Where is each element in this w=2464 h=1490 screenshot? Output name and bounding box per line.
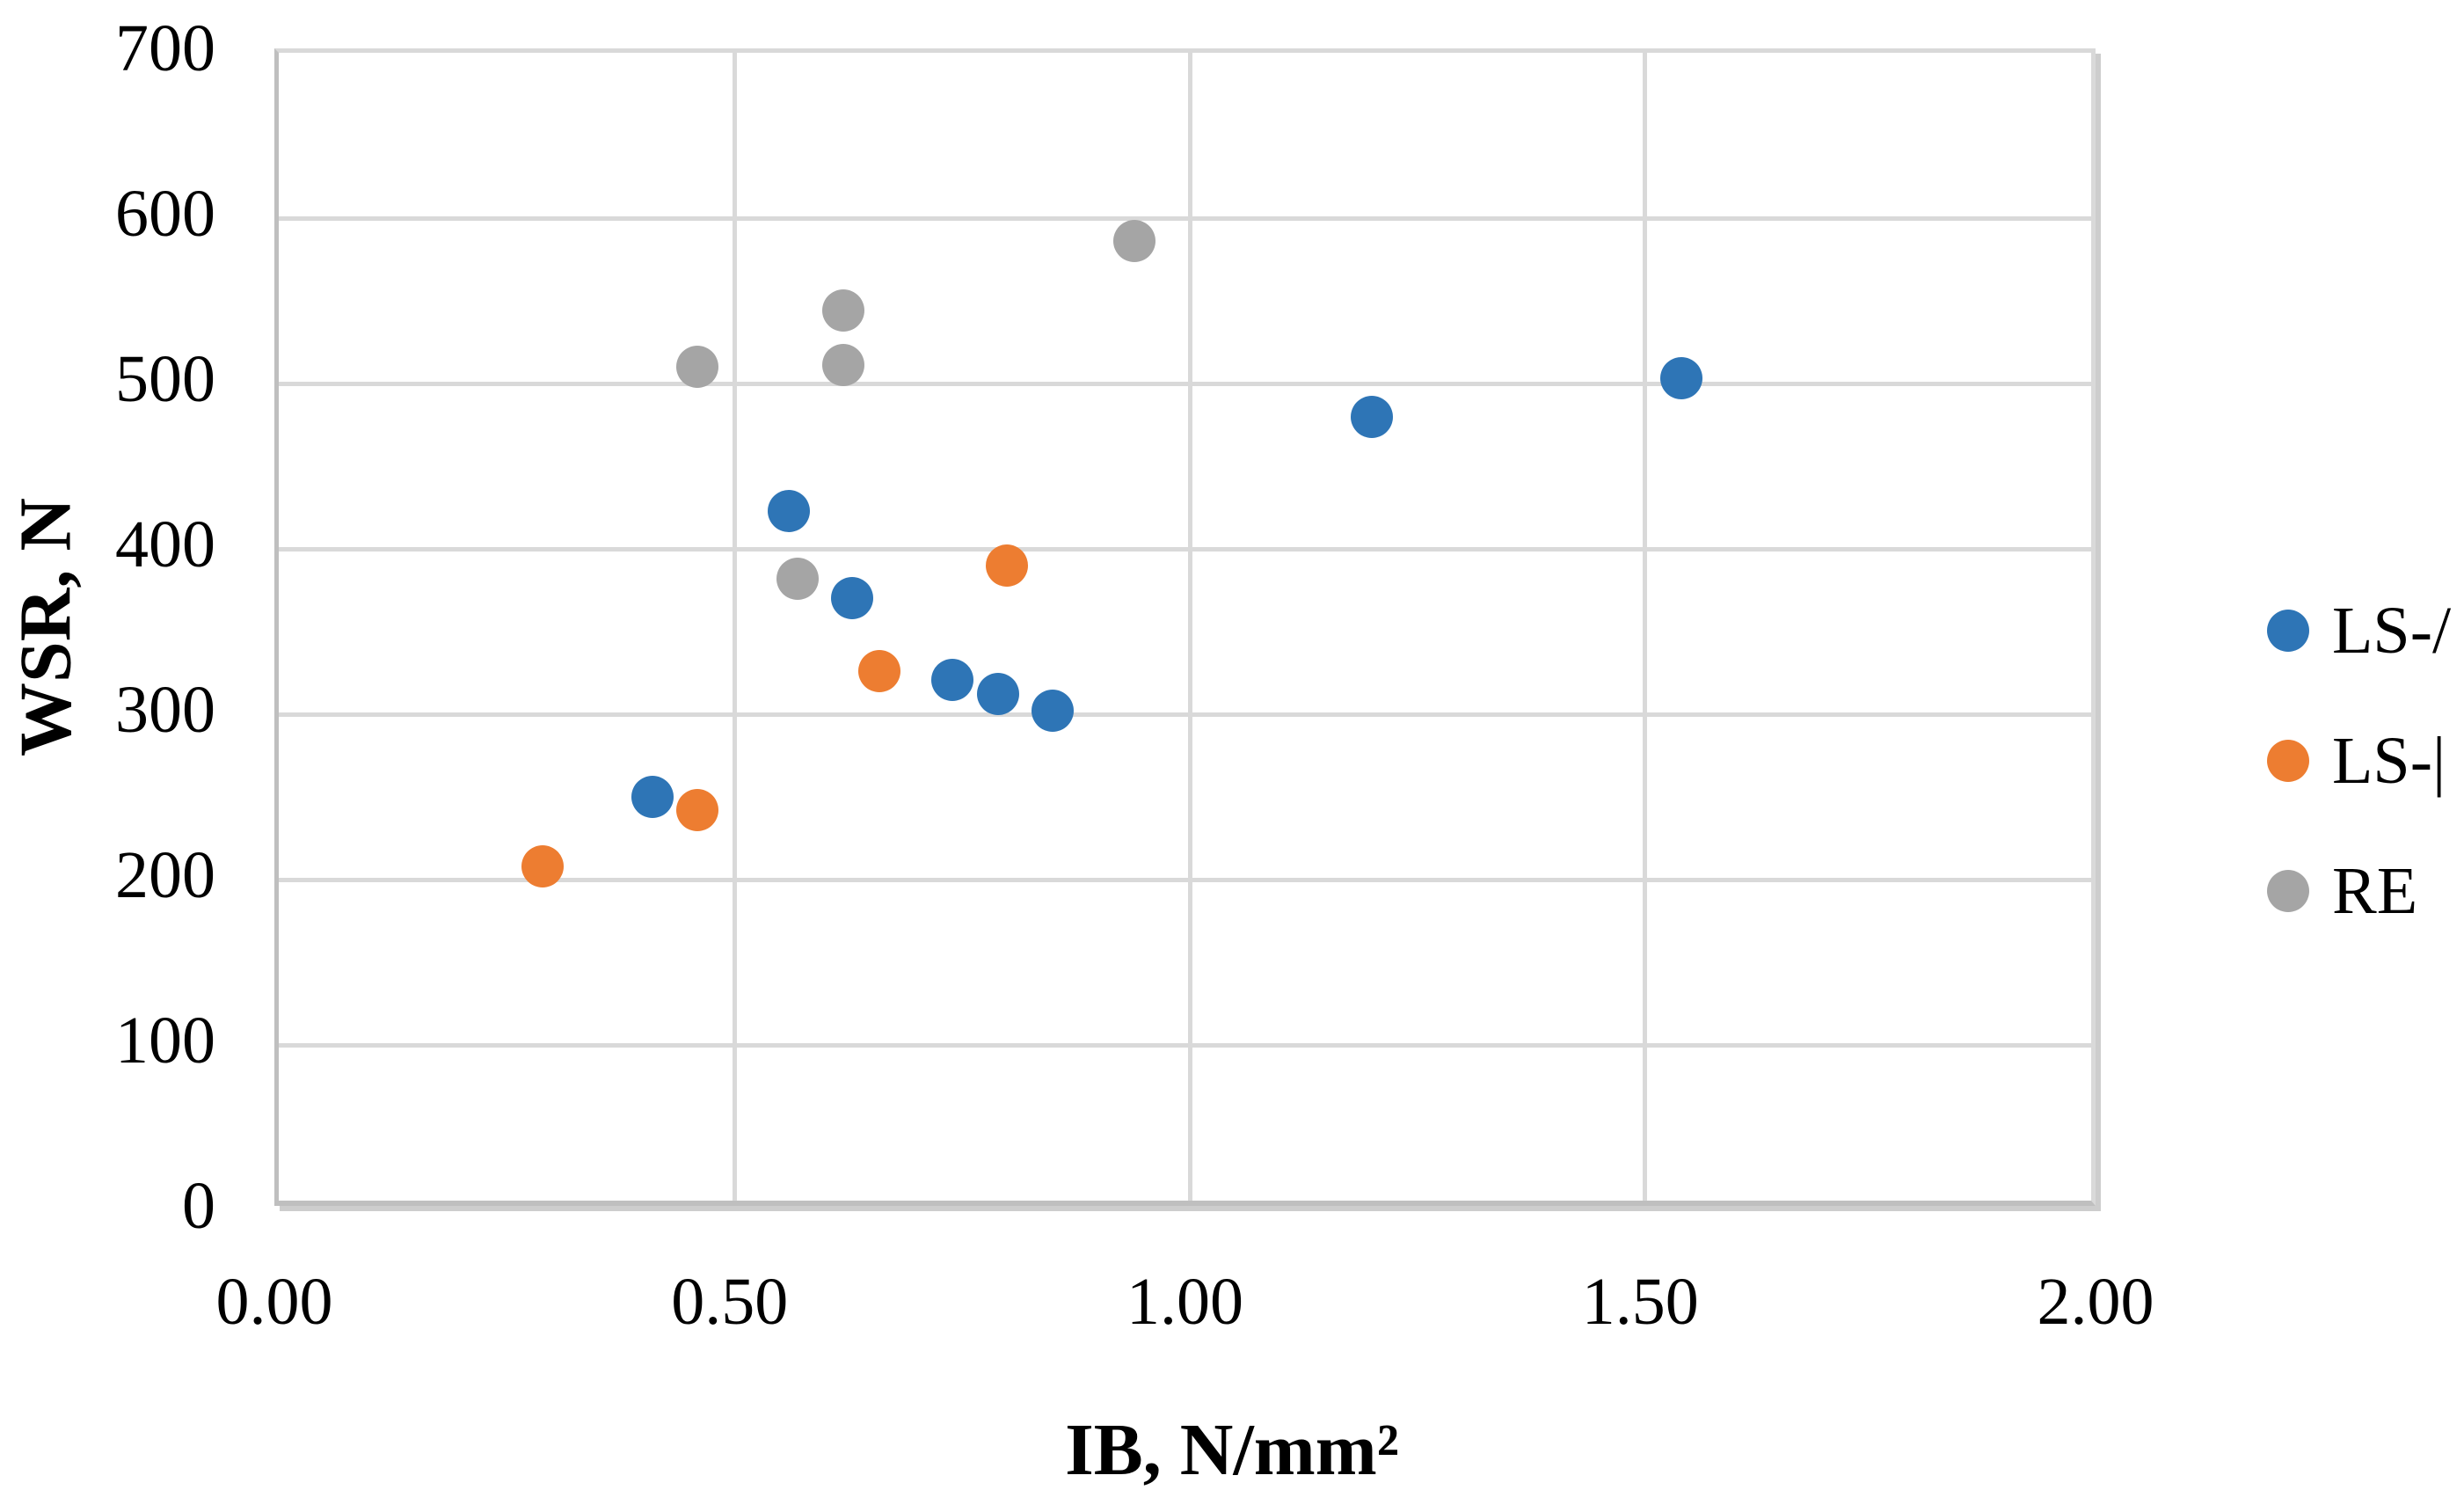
- data-point-RE: [822, 289, 864, 332]
- data-point-LS-/: [631, 776, 674, 818]
- legend-marker-icon: [2267, 610, 2309, 652]
- data-point-LS-|: [858, 650, 901, 693]
- legend-item-LS-|: LS-|: [2267, 727, 2451, 794]
- horizontal-gridline: [279, 712, 2091, 717]
- legend-label: LS-/: [2332, 594, 2452, 668]
- y-tick-label: 600: [115, 177, 215, 251]
- data-point-RE: [776, 557, 820, 600]
- vertical-gridline: [1643, 53, 1648, 1201]
- y-tick-label: 500: [115, 342, 215, 416]
- legend-item-LS-/: LS-/: [2267, 597, 2451, 664]
- plot-area: [274, 48, 2096, 1206]
- data-point-LS-/: [831, 577, 874, 620]
- data-point-LS-/: [1032, 690, 1075, 733]
- data-point-RE: [676, 346, 719, 389]
- x-tick-label: 0.50: [671, 1265, 789, 1339]
- legend-label: RE: [2332, 854, 2418, 928]
- vertical-gridline: [1187, 53, 1192, 1201]
- horizontal-gridline: [279, 878, 2091, 882]
- legend-label: LS-|: [2332, 724, 2446, 798]
- legend: LS-/ LS-| RE: [2267, 597, 2451, 924]
- data-point-LS-/: [767, 489, 810, 532]
- y-tick-label: 200: [115, 838, 215, 912]
- horizontal-gridline: [279, 382, 2091, 386]
- data-point-LS-|: [676, 789, 719, 832]
- y-tick-label: 100: [115, 1004, 215, 1077]
- data-point-LS-|: [521, 844, 565, 887]
- data-point-LS-/: [1659, 357, 1702, 400]
- x-tick-label: 1.50: [1581, 1265, 1699, 1339]
- x-tick-label: 2.00: [2037, 1265, 2154, 1339]
- data-point-RE: [1113, 220, 1156, 263]
- horizontal-gridline: [279, 1043, 2091, 1048]
- y-tick-label: 300: [115, 673, 215, 747]
- legend-marker-icon: [2267, 870, 2309, 912]
- horizontal-gridline: [279, 547, 2091, 551]
- data-point-LS-|: [986, 544, 1029, 587]
- data-point-RE: [822, 344, 864, 387]
- horizontal-gridline: [279, 216, 2091, 221]
- x-tick-label: 0.00: [215, 1265, 333, 1339]
- y-tick-label: 400: [115, 508, 215, 581]
- vertical-gridline: [732, 53, 737, 1201]
- x-tick-label: 1.00: [1126, 1265, 1243, 1339]
- data-point-LS-/: [1350, 395, 1393, 438]
- y-tick-label: 700: [115, 11, 215, 85]
- x-axis-title: IB, N/mm²: [1065, 1409, 1399, 1490]
- legend-marker-icon: [2267, 740, 2309, 782]
- legend-item-RE: RE: [2267, 858, 2451, 924]
- data-point-LS-/: [931, 658, 974, 701]
- y-tick-label: 0: [182, 1169, 215, 1243]
- data-point-LS-/: [977, 673, 1020, 716]
